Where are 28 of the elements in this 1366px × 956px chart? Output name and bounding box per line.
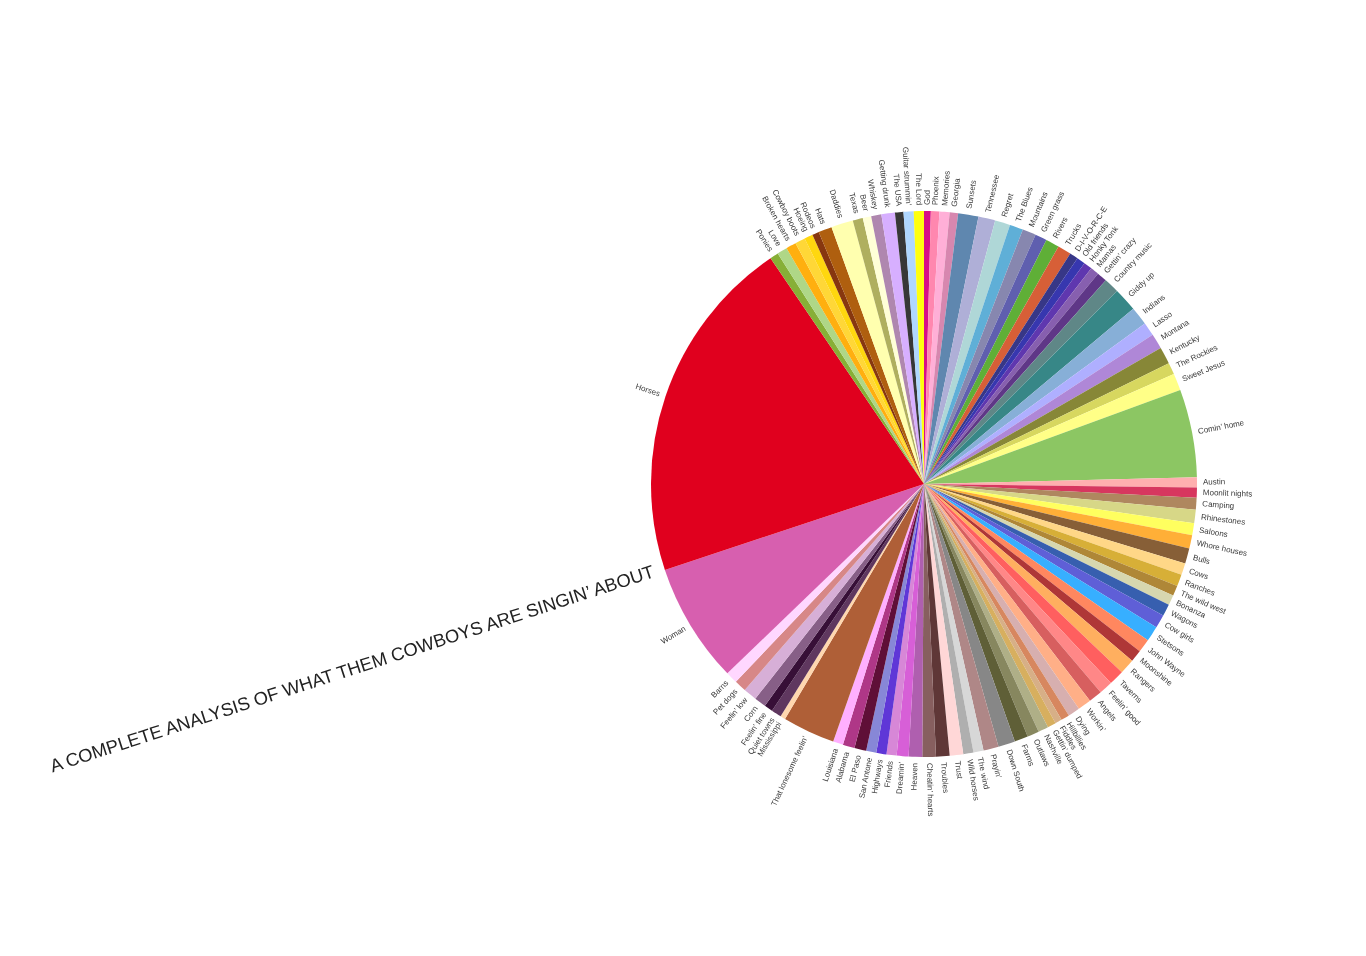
slice-label: Horses [634, 381, 662, 399]
slice-label: Beer [858, 193, 871, 213]
slice-label: Prayin’ [988, 753, 1004, 780]
slice-label: Austin [1202, 477, 1226, 487]
slice-label: Trust [953, 760, 965, 781]
slice-label: Troubles [939, 762, 951, 794]
slice-label: Rhinestones [1200, 512, 1246, 527]
slice-label: Camping [1201, 499, 1235, 511]
slice-label: Texas [847, 191, 861, 215]
slice-label: Georgia [949, 177, 962, 208]
slice-label: Friends [882, 760, 895, 789]
slice-label: Comin’ home [1197, 418, 1246, 436]
slice-label: God [922, 189, 932, 206]
slice-label: Phoenix [930, 176, 941, 206]
slice-label: Daddies [827, 188, 845, 220]
slice-label: Dreamin’ [894, 761, 907, 795]
slice-label: Moonlit nights [1202, 487, 1253, 499]
slice-label: Regret [999, 191, 1016, 219]
slice-label: Saloons [1198, 525, 1229, 540]
slice-label: Memories [940, 170, 952, 207]
slice-label: The Lord [913, 173, 924, 206]
slice-label: Hats [813, 206, 828, 226]
slice-label: The USA [891, 173, 904, 208]
slice-label: Cheatin’ hearts [925, 762, 936, 817]
slice-label: Bulls [1192, 552, 1212, 567]
slice-label: Heaven [909, 762, 920, 791]
slice-label: Sunsets [964, 179, 979, 210]
slice-label: Getting drunk [876, 159, 893, 209]
